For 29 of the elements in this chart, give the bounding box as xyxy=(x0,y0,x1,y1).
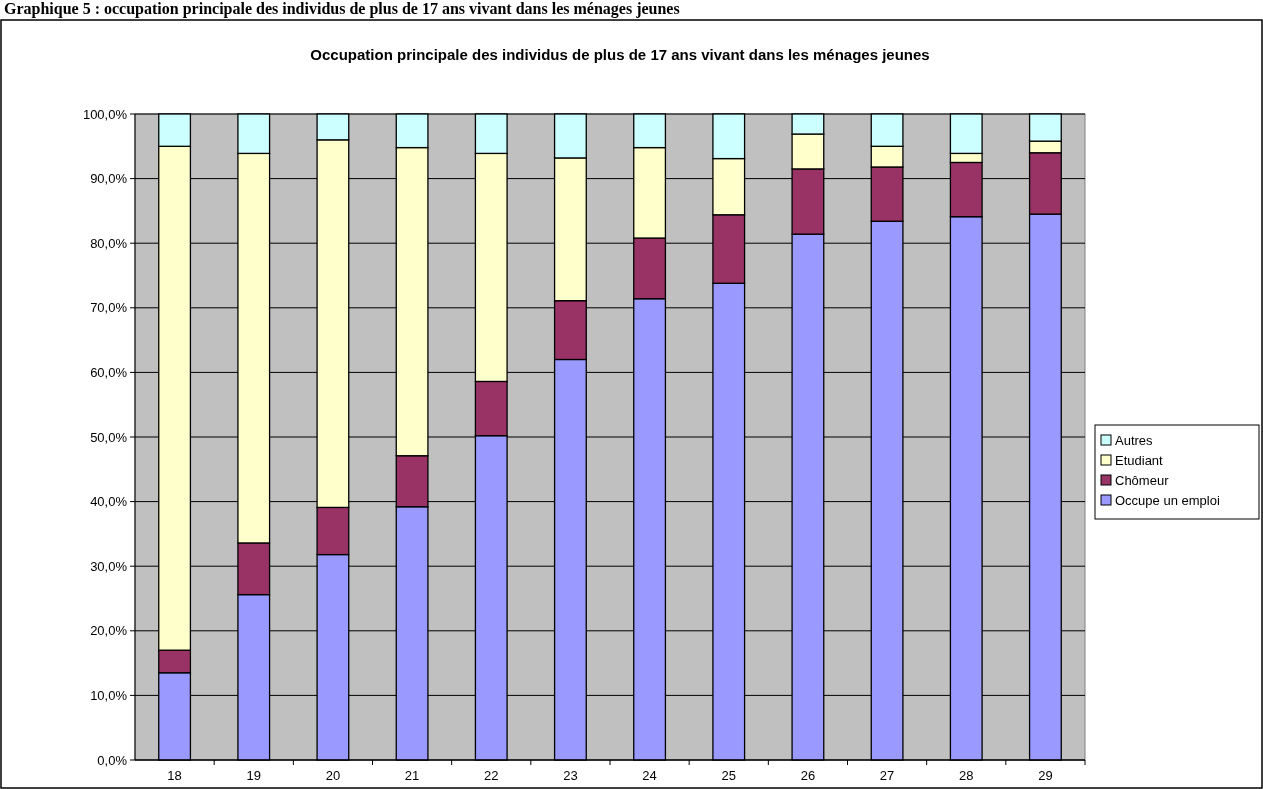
x-tick-label: 27 xyxy=(879,768,895,783)
y-tick-label: 80,0% xyxy=(90,235,128,251)
legend-label: Autres xyxy=(1115,432,1154,448)
x-tick-label: 22 xyxy=(484,768,499,783)
text: Graphique 5 : occupation principale des individus de plus de 17 ans vivant dans les ménages jeunes xyxy=(4,0,680,18)
y-tick-label: 10,0% xyxy=(90,687,128,703)
x-tick-label: 23 xyxy=(563,768,578,783)
y-tick-label: 90,0% xyxy=(90,171,128,187)
x-tick-label: 28 xyxy=(959,768,974,783)
legend-label: Occupe un emploi xyxy=(1115,492,1220,508)
x-tick-label: 20 xyxy=(325,768,341,783)
x-tick-label: 26 xyxy=(800,768,816,783)
x-tick-label: 25 xyxy=(721,768,736,783)
x-tick-label: 21 xyxy=(404,768,420,783)
x-tick-label: 24 xyxy=(642,768,657,783)
x-tick-label: 19 xyxy=(246,768,261,783)
legend-label: Etudiant xyxy=(1115,452,1164,468)
y-tick-label: 40,0% xyxy=(90,494,128,510)
x-tick-label: 29 xyxy=(1038,768,1053,783)
y-tick-label: 50,0% xyxy=(90,429,128,445)
legend-label: Chômeur xyxy=(1115,472,1170,488)
y-tick-label: 20,0% xyxy=(90,623,128,639)
x-tick-label: 18 xyxy=(167,768,182,783)
y-tick-label: 30,0% xyxy=(90,558,128,574)
chart-title: Occupation principale des individus de plus de 17 ans vivant dans les ménages jeunes xyxy=(310,46,930,63)
y-tick-label: 0,0% xyxy=(97,752,128,768)
y-tick-label: 100,0% xyxy=(82,106,128,122)
y-tick-label: 70,0% xyxy=(90,300,128,316)
y-tick-label: 60,0% xyxy=(90,364,128,380)
